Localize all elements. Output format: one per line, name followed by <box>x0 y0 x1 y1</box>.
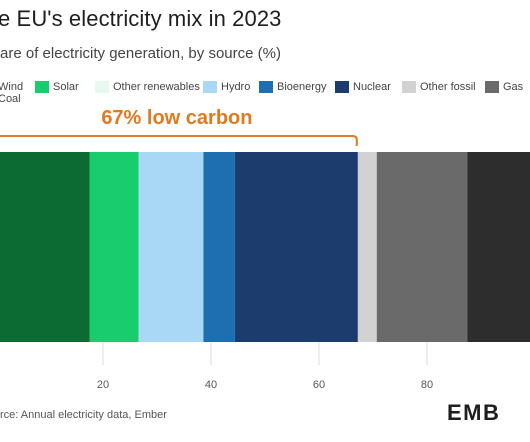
legend-label-wind: Wind <box>0 81 24 93</box>
x-tick-label-60: 60 <box>313 379 325 391</box>
legend-label-other-fossil: Other fossil <box>420 81 476 93</box>
bar-segment-bioenergy <box>203 152 235 342</box>
legend-swatch-nuclear <box>335 81 349 93</box>
legend-label-nuclear: Nuclear <box>353 81 391 93</box>
legend-label-bioenergy: Bioenergy <box>277 81 327 93</box>
legend-swatch-solar <box>35 81 49 93</box>
legend-item-nuclear: Nuclear <box>335 80 391 94</box>
x-tick-label-40: 40 <box>205 379 217 391</box>
legend-swatch-other-renewables <box>95 81 109 93</box>
legend-item-hydro: Hydro <box>203 80 250 94</box>
annotation-label: 67% low carbon <box>101 107 252 129</box>
legend-label-solar: Solar <box>53 81 79 93</box>
legend-item-gas: Gas <box>485 80 523 94</box>
legend-item-solar: Solar <box>35 80 79 94</box>
chart-subtitle: are of electricity generation, by source… <box>0 45 281 62</box>
legend-swatch-other-fossil <box>402 81 416 93</box>
chart-title: e EU's electricity mix in 2023 <box>0 6 282 31</box>
bar-segment-nuclear <box>234 152 358 342</box>
legend-item-other-fossil: Other fossil <box>402 80 476 94</box>
ember-logo: EMB <box>447 400 501 425</box>
low-carbon-annotation: 67% low carbon <box>0 107 358 146</box>
legend-label-coal: Coal <box>0 93 21 105</box>
legend-swatch-gas <box>485 81 499 93</box>
x-tick-label-80: 80 <box>421 379 433 391</box>
x-axis-ticks: 020406080 <box>97 379 433 391</box>
legend-item-other-renewables: Other renewables <box>95 80 200 94</box>
bar-segment-wind <box>0 152 90 342</box>
legend-swatch-bioenergy <box>259 81 273 93</box>
x-tick-label-20: 20 <box>97 379 109 391</box>
bar-segment-gas <box>376 152 468 342</box>
legend-item-wind: Wind <box>0 80 23 94</box>
annotation-bracket <box>0 135 358 146</box>
legend-item-coal: Coal <box>0 92 21 106</box>
legend-label-other-renewables: Other renewables <box>113 81 200 93</box>
chart-legend: Wind Solar Other renewables Hydro Bioene… <box>0 76 530 106</box>
legend-item-bioenergy: Bioenergy <box>259 80 327 94</box>
source-note: rce: Annual electricity data, Ember <box>0 409 167 421</box>
bar-segment-coal <box>467 152 530 342</box>
legend-label-hydro: Hydro <box>221 81 251 93</box>
bar-segment-hydro <box>138 152 204 342</box>
legend-label-gas: Gas <box>503 81 524 93</box>
bar-segments <box>0 152 530 342</box>
bar-segment-solar <box>89 152 139 342</box>
bar-segment-other-fossil <box>357 152 377 342</box>
legend-swatch-hydro <box>203 81 217 93</box>
